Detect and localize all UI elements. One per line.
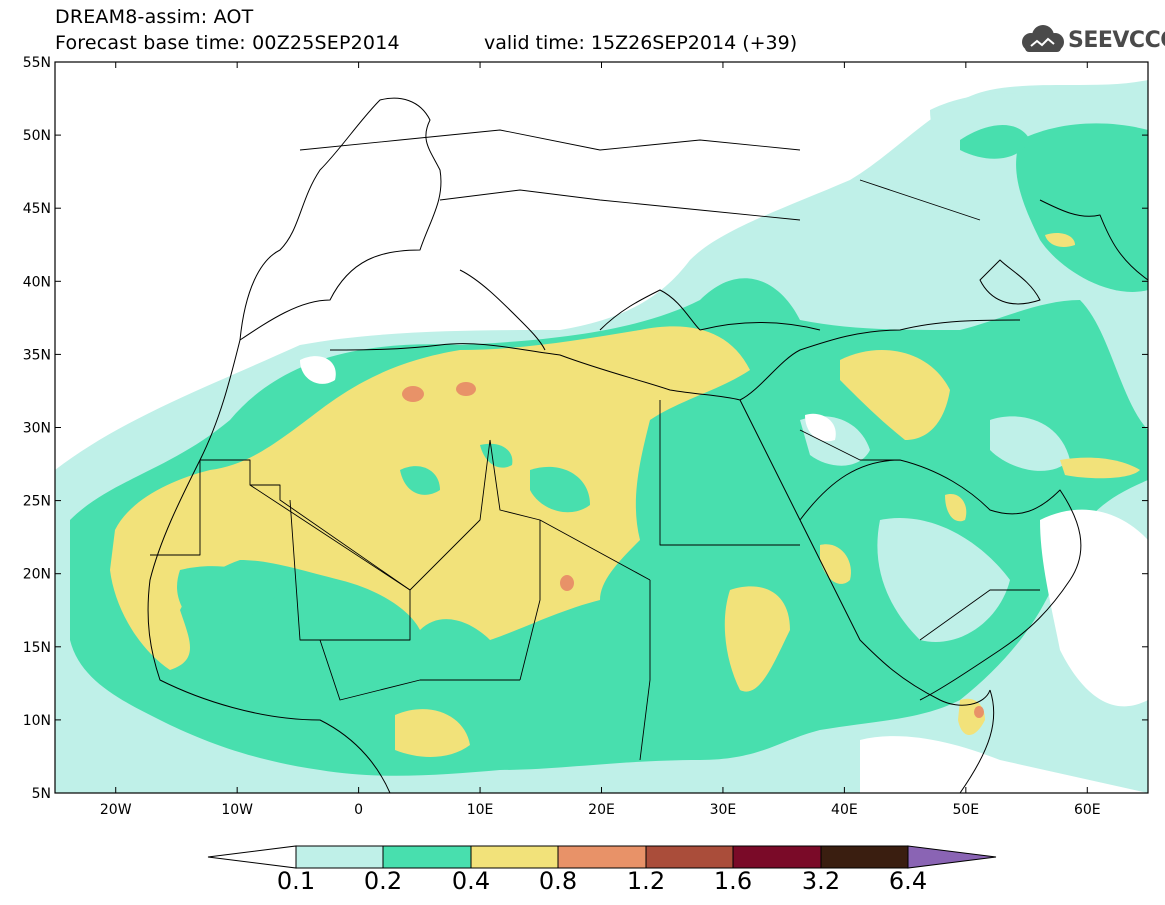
colorbar-bin-5 [645,845,734,869]
lon-tick-label: 10W [221,802,253,818]
colorbar-label: 0.1 [276,867,316,895]
lat-tick-label: 5N [32,786,51,802]
colorbar-bin-3 [470,845,559,869]
lon-tick-label: 0 [354,802,363,818]
colorbar-label: 0.8 [538,867,578,895]
colorbar-label: 0.4 [451,867,491,895]
lat-tick-label: 45N [23,201,51,217]
colorbar-bin-4 [557,845,647,869]
lat-tick-label: 55N [23,55,51,71]
map-title: DREAM8-assim: AOT [55,6,254,28]
colorbar-bin-6 [732,845,822,869]
lat-tick-label: 30N [23,421,51,437]
colorbar [207,845,997,869]
lat-tick-label: 15N [23,640,51,656]
lon-tick-label: 40E [831,802,858,818]
colorbar-high-triangle [907,845,997,869]
lon-tick-label: 10E [467,802,494,818]
colorbar-low-triangle [207,845,297,869]
coastlines [147,97,1148,793]
lat-tick-label: 20N [23,567,51,583]
lon-tick-label: 20E [588,802,615,818]
colorbar-label: 1.6 [713,867,753,895]
borders [150,129,1040,761]
lat-tick-label: 25N [23,494,51,510]
lon-tick-label: 60E [1074,802,1101,818]
colorbar-label: 6.4 [888,867,928,895]
colorbar-label: 0.2 [363,867,403,895]
colorbar-bin-7 [820,845,909,869]
cloud-logo-icon [1022,25,1064,52]
lon-tick-label: 20W [100,802,132,818]
aot-field [55,62,1148,793]
lon-tick-label: 30E [710,802,737,818]
colorbar-label: 1.2 [626,867,666,895]
lat-tick-label: 35N [23,347,51,363]
colorbar-label: 3.2 [801,867,841,895]
logo-text: SEEVCCC [1068,28,1165,53]
forecast-base-time: Forecast base time: 00Z25SEP2014 [55,32,400,54]
valid-time: valid time: 15Z26SEP2014 (+39) [484,32,798,54]
lon-tick-label: 50E [952,802,979,818]
lat-tick-label: 40N [23,274,51,290]
colorbar-bin-2 [382,845,472,869]
colorbar-bin-1 [295,845,384,869]
lat-tick-label: 10N [23,713,51,729]
lat-tick-label: 50N [23,128,51,144]
